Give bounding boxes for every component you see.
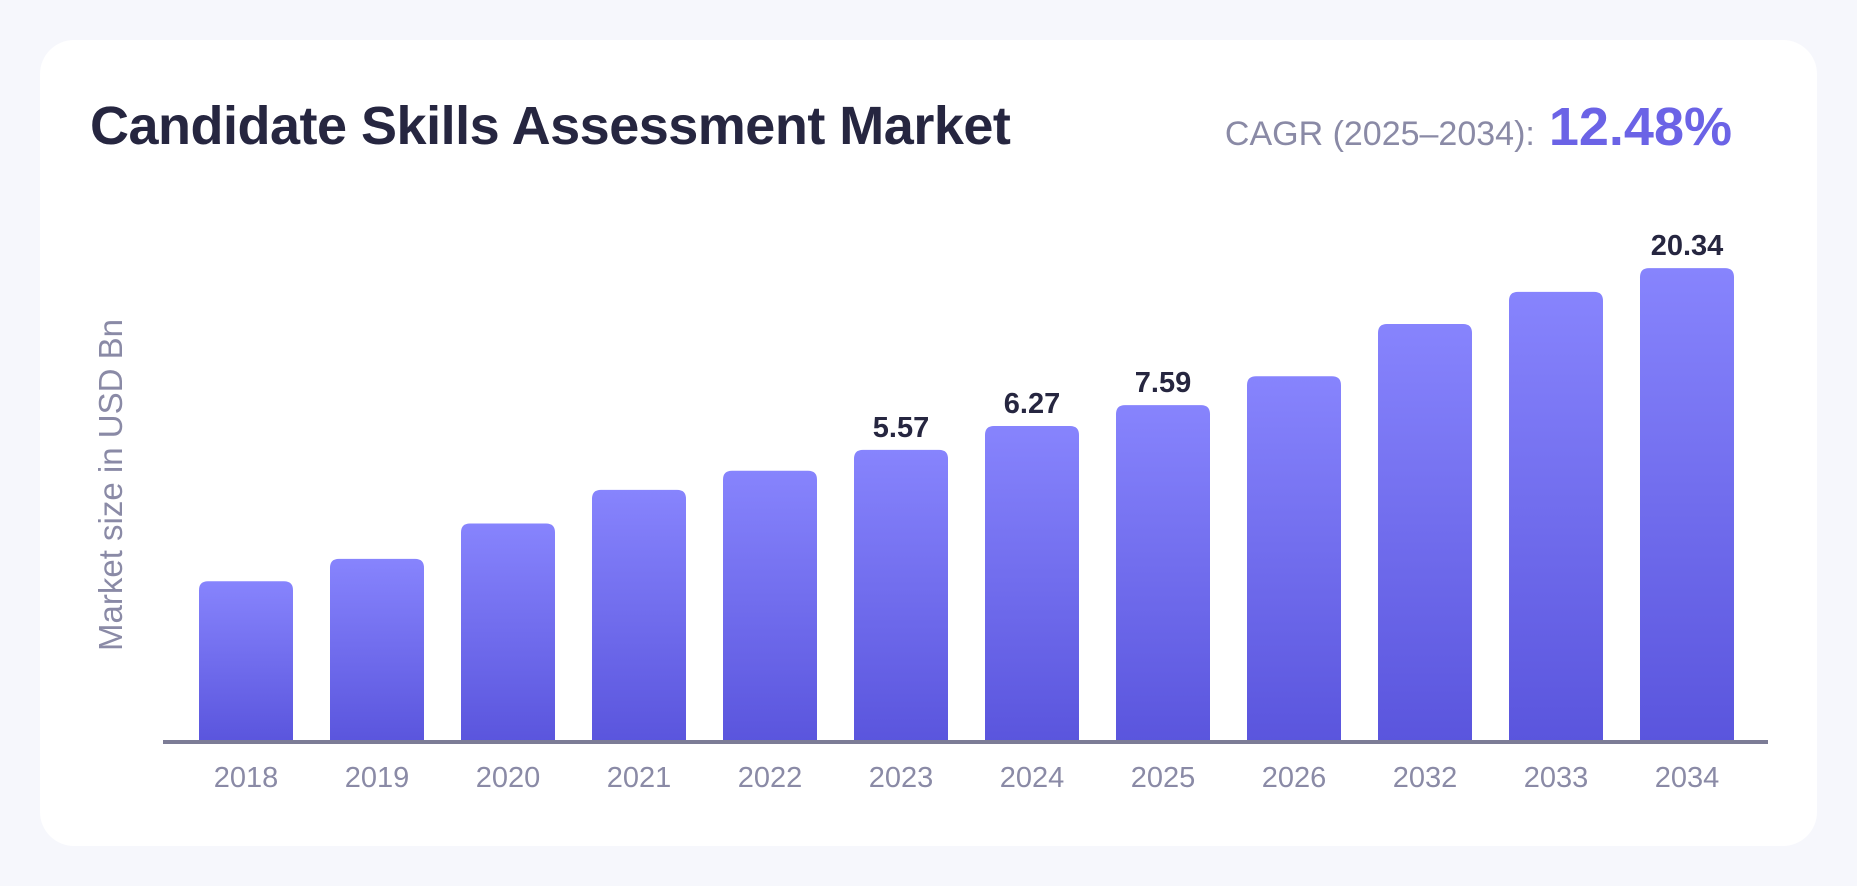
x-tick-label-2032: 2032 [1393,762,1458,794]
x-tick-label-2019: 2019 [345,762,410,794]
bar-2020 [461,523,555,742]
chart-card: Candidate Skills Assessment Market CAGR … [40,40,1817,846]
x-tick-label-2020: 2020 [476,762,541,794]
x-tick-label-2022: 2022 [738,762,803,794]
x-tick-label-2021: 2021 [607,762,672,794]
data-label-2025: 7.59 [1135,367,1191,399]
x-tick-label-2026: 2026 [1262,762,1327,794]
data-label-2023: 5.57 [873,412,929,444]
data-label-2034: 20.34 [1651,230,1724,262]
bar-2025 [1116,405,1210,742]
x-tick-label-2024: 2024 [1000,762,1065,794]
labels-layer: 2018 2019 2020 2021 2022 2023 5.57 2024 6.27 2025… [214,230,1724,794]
bar-2018 [199,581,293,742]
bars-layer [199,268,1734,742]
bar-2033 [1509,291,1603,742]
x-tick-label-2034: 2034 [1655,762,1720,794]
chart-title: Candidate Skills Assessment Market [90,96,1011,156]
bar-2019 [330,558,424,742]
bar-chart: 2018 2019 2020 2021 2022 2023 5.57 2024 6.27 2025… [92,230,1768,794]
cagr-summary: CAGR (2025–2034): 12.48% [1225,96,1732,158]
bar-2021 [592,489,686,742]
data-label-2024: 6.27 [1004,388,1060,420]
bar-2022 [723,470,817,742]
y-axis-label: Market size in USD Bn [92,319,129,651]
bar-2024 [985,426,1079,742]
cagr-label: CAGR (2025–2034): [1224,115,1535,153]
cagr-value: 12.48% [1548,97,1732,157]
bar-2032 [1378,323,1472,742]
bar-2026 [1247,376,1341,742]
x-tick-label-2033: 2033 [1524,762,1589,794]
x-tick-label-2025: 2025 [1131,762,1196,794]
x-tick-label-2018: 2018 [214,762,279,794]
bar-2034 [1640,268,1734,742]
x-tick-label-2023: 2023 [869,762,934,794]
bar-2023 [854,449,948,742]
